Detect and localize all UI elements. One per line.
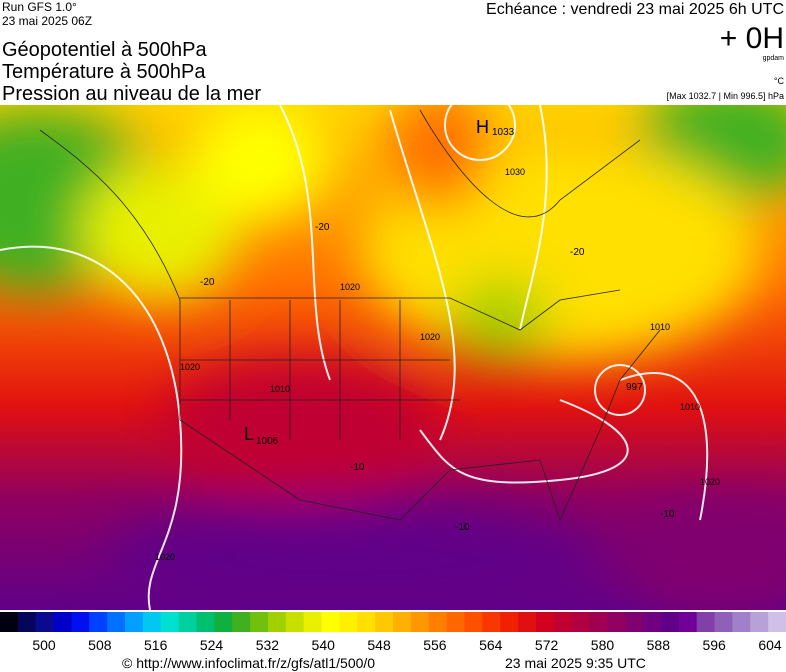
colorbar-swatch: [696, 612, 716, 632]
map-label: 1010: [650, 322, 670, 332]
map-label: 1030: [505, 167, 525, 177]
colorbar-swatch: [553, 612, 573, 632]
colorbar-label: 556: [423, 637, 447, 653]
colorbar-swatch: [571, 612, 590, 632]
colorbar-label: 500: [32, 637, 56, 653]
unit-geo: gpdam: [763, 55, 785, 62]
map-label: -10: [455, 522, 470, 533]
map-label: 1006: [256, 436, 279, 447]
map-label: -20: [315, 222, 330, 233]
map-label: L: [244, 424, 254, 444]
colorbar-swatch: [375, 612, 394, 632]
colorbar-swatch: [160, 612, 180, 632]
map-label: 1020: [180, 362, 200, 372]
unit-temp: °C: [774, 76, 785, 86]
title-line: Température à 500hPa: [2, 61, 206, 83]
map-label: 1010: [270, 384, 290, 394]
colorbar-label: 564: [479, 637, 503, 653]
colorbar-swatch: [232, 612, 251, 632]
colorbar-swatch: [89, 612, 108, 632]
footer-url: © http://www.infoclimat.fr/z/gfs/atl1/50…: [122, 655, 375, 671]
colorbar-label: 548: [367, 637, 391, 653]
colorbar-swatch: [607, 612, 626, 632]
colorbar-swatch: [482, 612, 501, 632]
colorbar-swatch: [428, 612, 448, 632]
map-label: -10: [350, 462, 365, 473]
colorbar-swatch: [535, 612, 555, 632]
colorbar-label: 580: [591, 637, 615, 653]
colorbar-swatch: [625, 612, 644, 632]
colorbar-swatch: [339, 612, 358, 632]
colorbar-swatch: [53, 612, 72, 632]
colorbar-swatch: [678, 612, 698, 632]
colorbar-swatch: [393, 612, 412, 632]
colorbar-label: 516: [144, 637, 168, 653]
colorbar-swatch: [107, 612, 126, 632]
map-label: -10: [660, 509, 675, 520]
colorbar-swatch: [178, 612, 197, 632]
map-label: -20: [570, 247, 585, 258]
map-label: 1010: [680, 402, 700, 412]
map-label: 1033: [492, 127, 515, 138]
echeance: Echéance : vendredi 23 mai 2025 6h UTC: [486, 1, 784, 18]
colorbar-swatch: [732, 612, 751, 632]
colorbar-label: 508: [88, 637, 112, 653]
colorbar-label: 540: [312, 637, 336, 653]
colorbar-swatch: [267, 612, 287, 632]
colorbar-swatch: [35, 612, 55, 632]
map-label: 1020: [340, 282, 360, 292]
colorbar-swatch: [643, 612, 662, 632]
colorbar-label: 572: [535, 637, 559, 653]
colorbar-swatch: [464, 612, 483, 632]
map: [0, 105, 786, 610]
lead-time: + 0H: [720, 22, 784, 55]
colorbar-swatch: [768, 612, 786, 632]
colorbar-swatch: [125, 612, 144, 632]
colorbar-swatch: [17, 612, 37, 632]
colorbar-swatch: [142, 612, 162, 632]
footer-date: 23 mai 2025 9:35 UTC: [505, 655, 646, 671]
map-label: 997: [626, 382, 643, 393]
map-label: 1020: [155, 552, 175, 562]
colorbar-label: 524: [200, 637, 224, 653]
colorbar-swatch: [357, 612, 376, 632]
colorbar-swatch: [285, 612, 305, 632]
colorbar-swatch: [410, 612, 430, 632]
colorbar-swatch: [446, 612, 465, 632]
colorbar-swatch: [196, 612, 215, 632]
map-label: 1020: [700, 477, 720, 487]
colorbar-swatch: [250, 612, 269, 632]
colorbar-swatch: [714, 612, 733, 632]
colorbar-swatch: [589, 612, 608, 632]
run-date: 23 mai 2025 06Z: [2, 14, 92, 28]
colorbar-swatch: [321, 612, 340, 632]
title-line: Pression au niveau de la mer: [2, 83, 261, 105]
colorbar-label: 604: [758, 637, 782, 653]
colorbar-swatch: [518, 612, 537, 632]
colorbar-label: 596: [702, 637, 726, 653]
extremes: [Max 1032.7 | Min 996.5] hPa: [667, 91, 784, 101]
title-line: Géopotentiel à 500hPa: [2, 39, 207, 61]
colorbar-swatch: [500, 612, 519, 632]
colorbar-swatch: [750, 612, 769, 632]
colorbar-swatch: [0, 612, 19, 632]
run-label: Run GFS 1.0°: [2, 0, 77, 14]
colorbar-swatch: [660, 612, 680, 632]
colorbar-swatch: [303, 612, 323, 632]
colorbar-label: 532: [256, 637, 280, 653]
map-label: 1020: [420, 332, 440, 342]
colorbar-swatch: [71, 612, 90, 632]
map-label: H: [476, 117, 489, 137]
map-label: -20: [200, 277, 215, 288]
colorbar-label: 588: [647, 637, 671, 653]
colorbar-swatch: [214, 612, 233, 632]
